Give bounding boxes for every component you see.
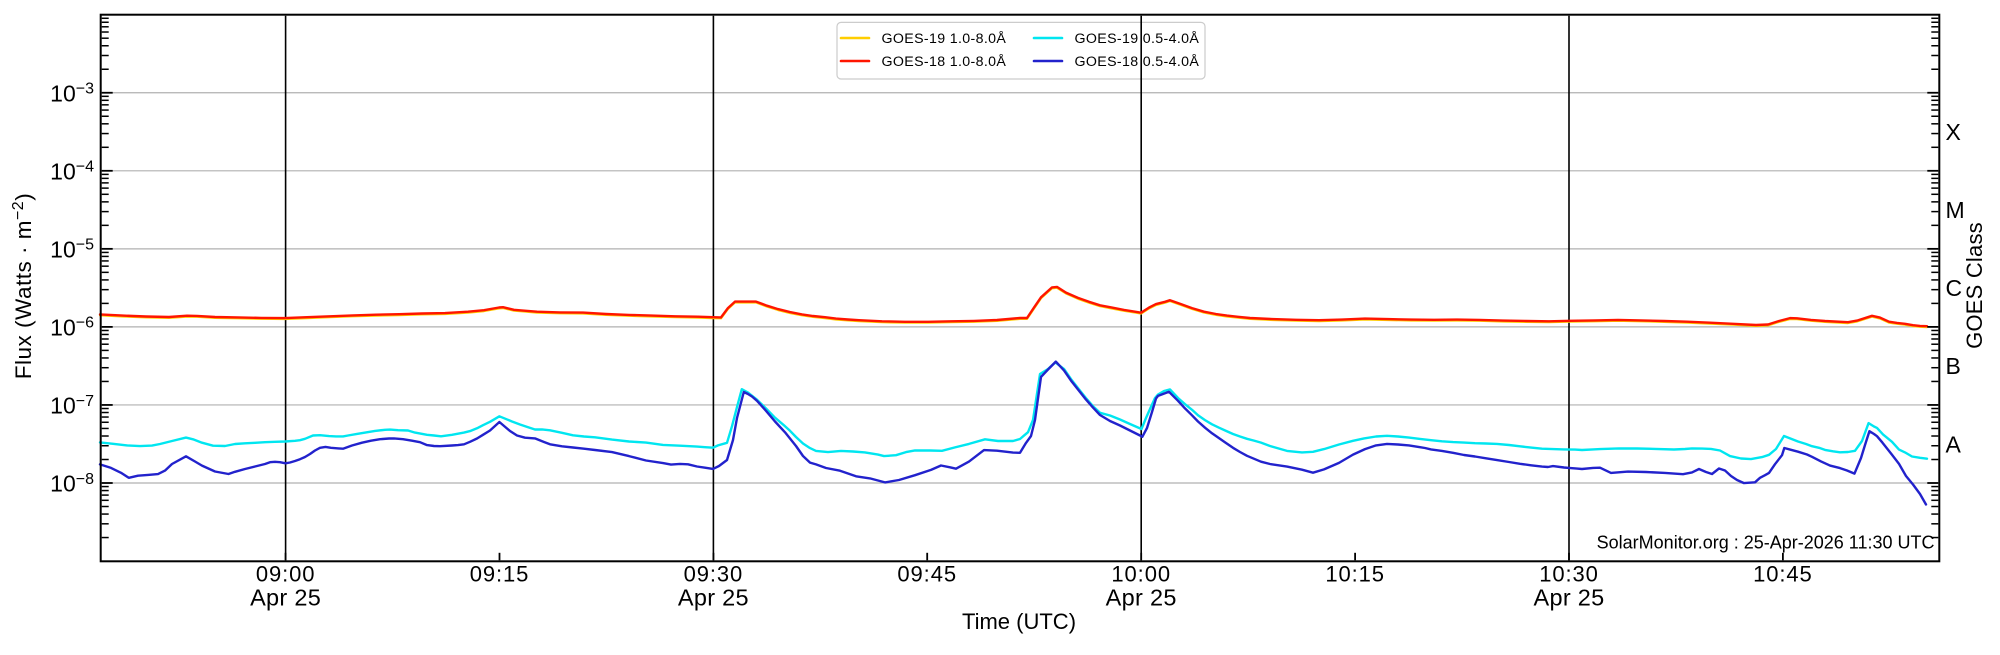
- svg-text:GOES-18 1.0-8.0Å: GOES-18 1.0-8.0Å: [882, 53, 1007, 70]
- svg-text:09:30: 09:30: [684, 562, 744, 587]
- svg-text:10−4: 10−4: [50, 158, 94, 184]
- svg-text:Apr 25: Apr 25: [250, 585, 321, 611]
- svg-text:GOES-19 0.5-4.0Å: GOES-19 0.5-4.0Å: [1075, 30, 1200, 47]
- svg-text:Apr 25: Apr 25: [678, 585, 749, 611]
- svg-text:A: A: [1946, 431, 1962, 457]
- svg-text:Time (UTC): Time (UTC): [962, 609, 1076, 634]
- svg-text:GOES-19 1.0-8.0Å: GOES-19 1.0-8.0Å: [882, 30, 1007, 47]
- svg-text:09:45: 09:45: [897, 562, 957, 587]
- svg-text:Apr 25: Apr 25: [1533, 585, 1604, 611]
- svg-text:C: C: [1946, 275, 1963, 301]
- svg-text:GOES Class: GOES Class: [1962, 222, 1987, 349]
- svg-text:09:15: 09:15: [470, 562, 530, 587]
- svg-text:SolarMonitor.org : 25-Apr-2026: SolarMonitor.org : 25-Apr-2026 11:30 UTC: [1597, 533, 1935, 553]
- svg-text:10:30: 10:30: [1539, 562, 1599, 587]
- svg-text:M: M: [1946, 197, 1965, 223]
- svg-text:X: X: [1946, 119, 1961, 145]
- svg-text:10:45: 10:45: [1753, 562, 1813, 587]
- svg-text:Flux (Watts · m−2): Flux (Watts · m−2): [10, 193, 36, 379]
- svg-text:10:15: 10:15: [1325, 562, 1385, 587]
- svg-text:09:00: 09:00: [256, 562, 316, 587]
- svg-text:10:00: 10:00: [1111, 562, 1171, 587]
- svg-text:GOES-18 0.5-4.0Å: GOES-18 0.5-4.0Å: [1075, 53, 1200, 70]
- svg-text:Apr 25: Apr 25: [1106, 585, 1177, 611]
- svg-text:B: B: [1946, 353, 1961, 379]
- svg-text:10−7: 10−7: [50, 393, 94, 419]
